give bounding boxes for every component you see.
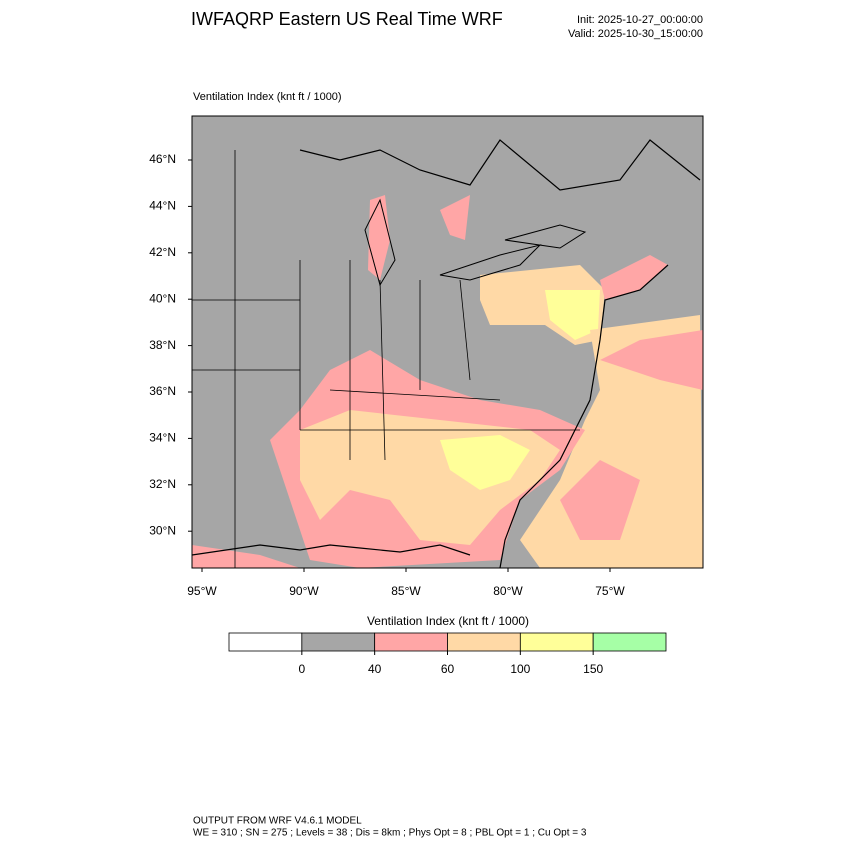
lat-label: 38°N	[149, 338, 176, 352]
colorbar-tick-label: 100	[510, 662, 530, 676]
lat-label: 32°N	[149, 477, 176, 491]
title: IWFAQRP Eastern US Real Time WRF	[191, 9, 503, 29]
lon-label: 95°W	[187, 584, 217, 598]
lat-label: 40°N	[149, 291, 176, 305]
colorbar: 0 40 60 100 150	[228, 632, 667, 676]
lon-label: 80°W	[493, 584, 523, 598]
lat-label: 36°N	[149, 384, 176, 398]
axis-labels: 46°N 44°N 42°N 40°N 38°N 36°N 34°N 32°N 30°N 95°W…	[149, 152, 625, 598]
lon-label: 75°W	[595, 584, 625, 598]
colorbar-box	[592, 632, 667, 652]
colorbar-box	[519, 632, 594, 652]
colorbar-box	[374, 632, 448, 652]
lat-label: 30°N	[149, 523, 176, 537]
lat-label: 34°N	[149, 431, 176, 445]
lat-label: 42°N	[149, 245, 176, 259]
colorbar-box	[301, 632, 376, 652]
map	[191, 115, 704, 569]
valid-time: Valid: 2025-10-30_15:00:00	[568, 28, 703, 40]
colorbar-tick-label: 150	[583, 662, 603, 676]
lat-label: 44°N	[149, 199, 176, 213]
colorbar-tick-label: 0	[298, 662, 305, 676]
init-time: Init: 2025-10-27_00:00:00	[577, 14, 703, 26]
colorbar-tick-label: 60	[441, 662, 455, 676]
footer-line: OUTPUT FROM WRF V4.6.1 MODEL	[193, 816, 362, 827]
lon-label: 90°W	[289, 584, 319, 598]
lon-label: 85°W	[391, 584, 421, 598]
lat-label: 46°N	[149, 152, 176, 166]
colorbar-tick-label: 40	[368, 662, 382, 676]
colorbar-title: Ventilation Index (knt ft / 1000)	[367, 614, 529, 628]
footer-line: WE = 310 ; SN = 275 ; Levels = 38 ; Dis …	[193, 828, 587, 839]
colorbar-box	[447, 632, 521, 652]
colorbar-box	[228, 632, 303, 652]
map-label: Ventilation Index (knt ft / 1000)	[193, 91, 342, 103]
